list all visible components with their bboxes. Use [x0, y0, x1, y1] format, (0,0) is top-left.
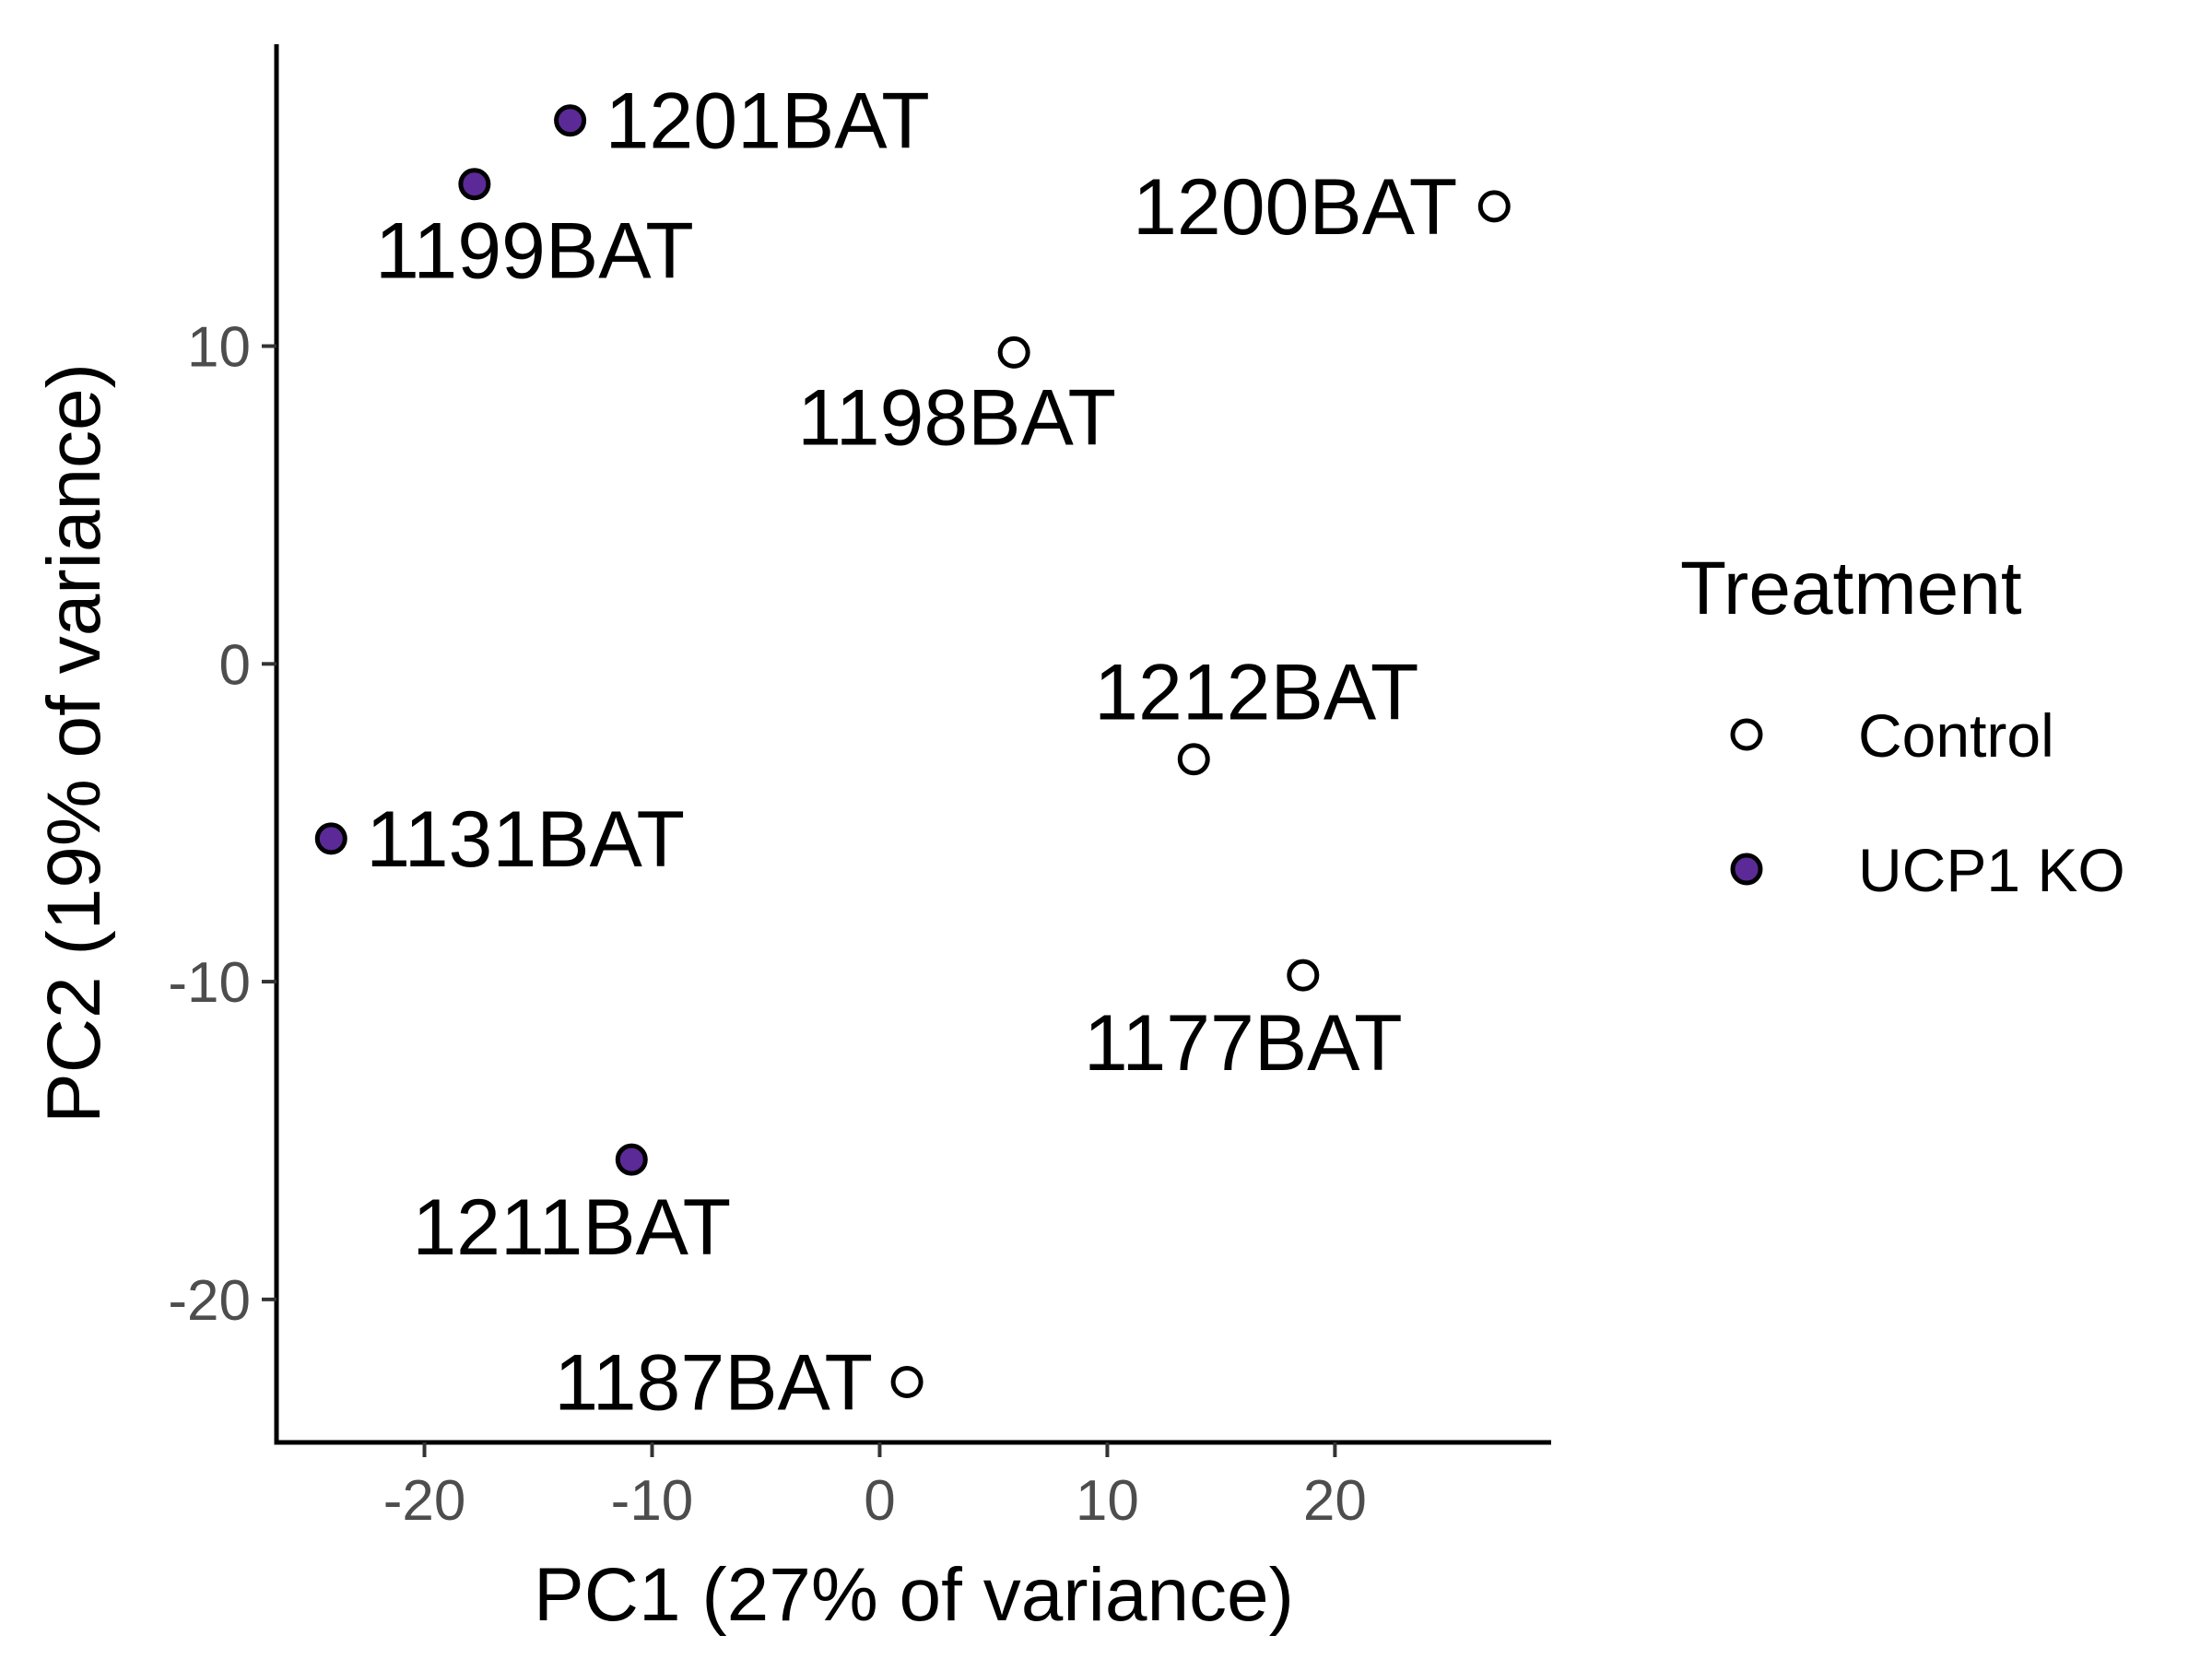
y-tick-label: -10	[168, 951, 251, 1015]
data-point	[554, 104, 587, 137]
data-point	[458, 168, 491, 201]
point-label: 1198BAT	[797, 373, 1116, 462]
data-point	[1477, 190, 1511, 223]
legend-title: Treatment	[1680, 547, 2022, 630]
legend-key	[1730, 853, 1763, 886]
series-1: 1201BAT 1199BAT 1131BAT 1211BAT	[314, 77, 930, 1272]
legend-key	[1730, 718, 1763, 751]
data-point	[1177, 743, 1210, 776]
legend: Treatment Control UCP1 KO	[1680, 547, 2125, 904]
point-label: 1212BAT	[1094, 649, 1418, 737]
plot-area: 1200BAT 1198BAT 1212BAT 1177BAT 1187BAT 1201B…	[314, 77, 1511, 1427]
point-label: 1177BAT	[1084, 999, 1403, 1088]
x-tick-label: 10	[1076, 1469, 1139, 1533]
y-tick-label: -20	[168, 1269, 251, 1333]
x-tick-label: -20	[383, 1469, 466, 1533]
data-point	[890, 1365, 924, 1398]
x-axis-title: PC1 (27% of variance)	[534, 1553, 1294, 1637]
y-tick-label: 0	[219, 633, 251, 697]
legend-label: Control	[1858, 701, 2054, 770]
point-label: 1199BAT	[375, 207, 694, 296]
legend-label: UCP1 KO	[1858, 836, 2125, 904]
point-label: 1211BAT	[412, 1183, 731, 1272]
point-label: 1187BAT	[554, 1338, 873, 1427]
point-label: 1200BAT	[1133, 163, 1457, 252]
x-tick-label: 0	[864, 1469, 895, 1533]
data-point	[314, 822, 347, 855]
x-tick-label: 20	[1303, 1469, 1367, 1533]
y-axis-title: PC2 (19% of variance)	[32, 363, 116, 1124]
y-axis-ticks: -20 -10 0 10	[168, 316, 276, 1333]
point-label: 1131BAT	[366, 795, 685, 884]
x-axis-ticks: -20 -10 0 10 20	[383, 1442, 1367, 1533]
data-point	[997, 335, 1030, 369]
point-label: 1201BAT	[606, 77, 930, 166]
y-tick-label: 10	[187, 316, 251, 380]
data-point	[615, 1143, 648, 1176]
x-tick-label: -10	[611, 1469, 694, 1533]
axes: -20 -10 0 10 20 -20 -10 0 10	[168, 44, 1551, 1533]
legend-entries: Control UCP1 KO	[1730, 701, 2125, 904]
series-0: 1200BAT 1198BAT 1212BAT 1177BAT 1187BAT	[554, 163, 1511, 1427]
data-point	[1287, 959, 1320, 992]
